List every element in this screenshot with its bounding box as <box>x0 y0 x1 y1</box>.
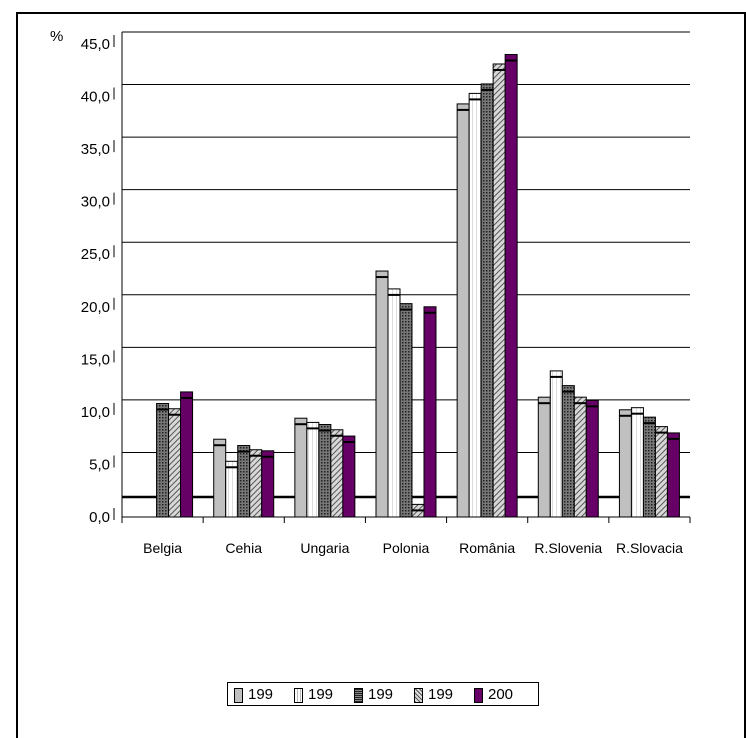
bar <box>318 424 332 518</box>
chart-frame <box>16 12 746 738</box>
bar <box>561 385 575 518</box>
legend-swatch <box>414 688 423 703</box>
bar <box>294 417 308 518</box>
legend-swatch <box>294 688 303 703</box>
y-tick-label: 40,0 <box>81 89 110 106</box>
x-category-label: Cehia <box>225 540 262 556</box>
y-tick-label: 45,0 <box>81 36 110 53</box>
legend-label: 199 <box>308 687 334 703</box>
bar <box>492 63 506 518</box>
y-axis-label: % <box>50 28 63 45</box>
legend-label: 200 <box>488 687 514 703</box>
bar <box>387 288 401 518</box>
bars <box>156 54 680 518</box>
legend-item: 199 <box>354 686 410 708</box>
legend-item: 199 <box>414 686 470 708</box>
bar <box>180 391 194 518</box>
legend: 199 199 199 199 200 <box>227 682 539 706</box>
bar <box>468 92 482 518</box>
bar <box>156 402 170 518</box>
bar <box>654 426 668 518</box>
x-category-label: Polonia <box>383 540 430 556</box>
legend-label: 199 <box>428 687 454 703</box>
bar <box>330 429 344 518</box>
bar <box>537 396 551 518</box>
bar <box>504 54 518 518</box>
y-tick-label: 0,0 <box>89 509 110 526</box>
bar <box>585 399 599 518</box>
bar <box>456 103 470 518</box>
legend-item: 200 <box>474 686 530 708</box>
x-category-label: Belgia <box>143 540 182 556</box>
bar <box>618 409 632 518</box>
x-category-label: R.Slovenia <box>534 540 602 556</box>
bar <box>237 445 251 518</box>
x-category-label: Ungaria <box>300 540 349 556</box>
y-tick-label: 25,0 <box>81 246 110 263</box>
legend-swatch <box>354 688 363 703</box>
bar <box>168 408 182 518</box>
axes: 0,0 5,0 10,0 15,0 20,0 25,0 30,0 35,0 40,0 45,0 Be… <box>81 32 691 556</box>
bar <box>630 407 644 518</box>
legend-item: 199 <box>234 686 290 708</box>
bar <box>399 303 413 518</box>
legend-label: 199 <box>248 687 274 703</box>
legend-swatch <box>234 688 243 703</box>
bar <box>375 270 389 518</box>
bar <box>342 435 356 518</box>
bar <box>261 450 275 518</box>
y-tick-label: 30,0 <box>81 194 110 211</box>
bar <box>480 83 494 518</box>
bar <box>225 460 239 518</box>
x-category-label: R.Slovacia <box>616 540 683 556</box>
bar <box>573 396 587 518</box>
bar <box>549 370 563 518</box>
y-tick-label: 15,0 <box>81 351 110 368</box>
bar <box>213 438 227 518</box>
legend-label: 199 <box>368 687 394 703</box>
y-tick-label: 5,0 <box>89 456 110 473</box>
bar <box>666 432 680 518</box>
bar <box>423 306 437 518</box>
bar <box>249 449 263 518</box>
y-tick-label: 20,0 <box>81 299 110 316</box>
bar <box>306 421 320 518</box>
x-category-label: România <box>459 540 515 556</box>
y-tick-label: 35,0 <box>81 141 110 158</box>
bar <box>642 416 656 518</box>
y-tick-label: 10,0 <box>81 404 110 421</box>
legend-swatch <box>474 688 483 703</box>
legend-item: 199 <box>294 686 350 708</box>
